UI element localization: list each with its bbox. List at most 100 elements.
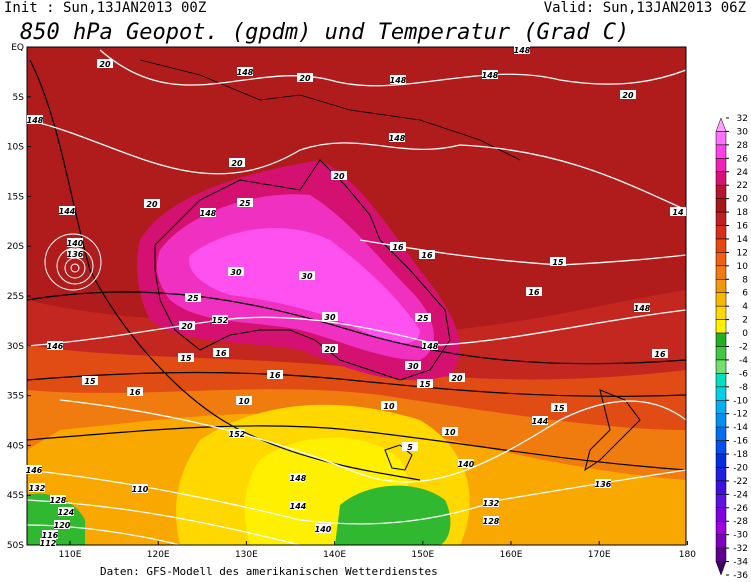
- contour-label-box: [526, 287, 542, 296]
- lat-label: 15S: [7, 192, 24, 202]
- contour-label-box: [290, 473, 306, 482]
- colorbar-label: -28: [733, 517, 748, 527]
- contour-label: 146: [47, 342, 64, 351]
- colorbar-label: 24: [737, 168, 749, 178]
- contour-label-box: [422, 341, 438, 350]
- colorbar-label: -24: [733, 490, 748, 500]
- colorbar-segment: [715, 373, 727, 388]
- contour-label-box: [97, 59, 113, 68]
- contour-label-box: [50, 495, 66, 504]
- colorbar-segment: [715, 413, 727, 428]
- colorbar-segment: [715, 426, 727, 441]
- colorbar-segment: [715, 534, 727, 549]
- contour-label: 25: [417, 314, 429, 323]
- contour-label-box: [417, 379, 433, 388]
- colorbar-segment: [715, 144, 727, 159]
- contour-label: 15: [552, 258, 564, 267]
- contour-label-box: [178, 353, 194, 362]
- contour-label-box: [322, 312, 338, 321]
- contour-label-box: [458, 459, 474, 468]
- contour-label: 148: [482, 71, 499, 80]
- lon-label: 110E: [59, 550, 82, 560]
- contour-label: 148: [634, 304, 651, 313]
- contour-label-box: [144, 199, 160, 208]
- contour-label-box: [236, 396, 252, 405]
- contour-label: 16: [215, 349, 227, 358]
- colorbar-segment: [715, 400, 727, 414]
- contour-label-box: [42, 530, 58, 539]
- contour-label: 136: [67, 250, 84, 259]
- colorbar-segment: [715, 279, 727, 293]
- colorbar-label: -8: [739, 383, 748, 393]
- colorbar-segment: [715, 332, 727, 347]
- colorbar-label: 0: [742, 329, 748, 339]
- colorbar-segment: [715, 480, 727, 495]
- contour-label-box: [550, 257, 566, 266]
- contour-label: 5: [407, 443, 413, 452]
- contour-label-box: [58, 507, 74, 516]
- colorbar-segment: [715, 225, 727, 240]
- contour-label-box: [229, 429, 245, 438]
- contour-label: 16: [528, 288, 540, 297]
- contour-label: 132: [483, 499, 500, 508]
- contour-label: 112: [40, 539, 57, 548]
- colorbar-label: -30: [733, 531, 748, 541]
- contour-label-box: [229, 158, 245, 167]
- colorbar-segment: [715, 453, 727, 468]
- lat-label: 25S: [7, 292, 24, 302]
- contour-label: 14: [672, 208, 684, 217]
- contour-label: 20: [231, 159, 243, 168]
- colorbar-label: -22: [733, 477, 748, 487]
- contour-label: 148: [237, 68, 254, 77]
- contour-label: 128: [483, 517, 500, 526]
- lat-label: 30S: [7, 342, 24, 352]
- contour-label: 128: [50, 496, 67, 505]
- contour-label: 15: [419, 380, 431, 389]
- contour-label-box: [228, 267, 244, 276]
- contour-label-box: [212, 315, 228, 324]
- contour-label: 16: [129, 388, 141, 397]
- contour-label: 15: [180, 354, 192, 363]
- lat-label: 35S: [7, 392, 24, 402]
- colorbar-segment: [715, 252, 727, 267]
- colorbar-segment: [715, 319, 727, 334]
- colorbar-segment: [715, 520, 727, 535]
- lat-label: 45S: [7, 491, 24, 501]
- contour-label-box: [213, 348, 229, 357]
- contour-label-box: [67, 249, 83, 258]
- contour-label-box: [620, 90, 636, 99]
- contour-label: 20: [324, 345, 336, 354]
- contour-label: 146: [26, 466, 43, 475]
- contour-label-box: [331, 171, 347, 180]
- lat-label: EQ: [11, 43, 24, 53]
- colorbar-label: 10: [737, 262, 749, 272]
- lon-label: 130E: [235, 550, 258, 560]
- contour-label-box: [267, 370, 283, 379]
- contour-label: 30: [301, 272, 313, 281]
- colorbar-label: 28: [737, 141, 749, 151]
- contour-label: 136: [595, 480, 612, 489]
- colorbar-segment: [715, 158, 727, 173]
- lon-label: 160E: [500, 550, 523, 560]
- init-time: Init : Sun,13JAN2013 00Z: [4, 0, 206, 16]
- contour-label-box: [299, 271, 315, 280]
- contour-label: 140: [315, 525, 332, 534]
- colorbar-label: -4: [739, 356, 748, 366]
- contour-label: 16: [421, 251, 433, 260]
- contour-label: 10: [383, 402, 395, 411]
- contour-label-box: [514, 45, 530, 54]
- contour-label-box: [54, 520, 70, 529]
- contour-label-box: [449, 373, 465, 382]
- contour-label-box: [405, 361, 421, 370]
- contour-label: 16: [392, 243, 404, 252]
- contour-label: 25: [239, 199, 251, 208]
- contour-label-box: [237, 198, 253, 207]
- contour-label-box: [26, 465, 42, 474]
- contour-label-box: [381, 401, 397, 410]
- colorbar-label: -26: [733, 504, 748, 514]
- contour-label: 148: [389, 134, 406, 143]
- contour-label-box: [482, 70, 498, 79]
- contour-label-box: [389, 133, 405, 142]
- contour-label-box: [402, 442, 418, 451]
- contour-label: 15: [84, 377, 96, 386]
